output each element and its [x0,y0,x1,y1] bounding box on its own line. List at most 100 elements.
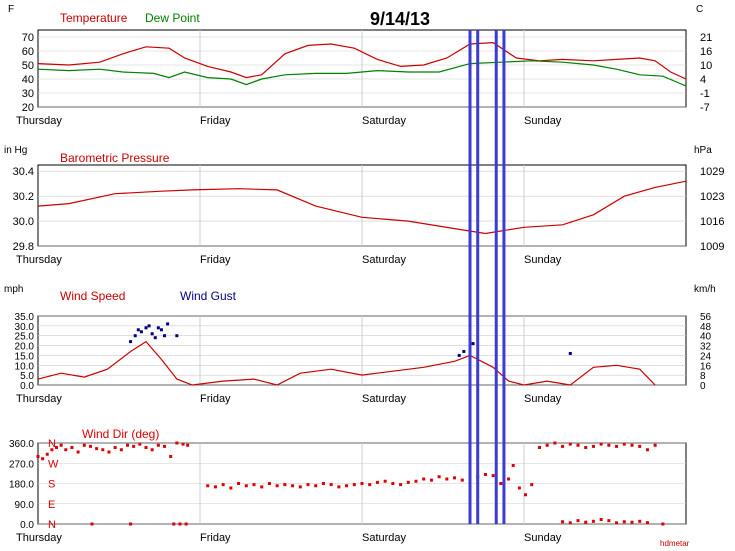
data-point [406,480,410,484]
data-point [252,483,256,487]
data-point [314,484,318,488]
chart-panel-1: 30.4 1029 30.2 1023 30.0 1016 29.8 1009 Thursday… [4,145,724,266]
left-unit-label: mph [4,284,23,295]
data-point [561,520,565,524]
y-tick-label: 360.0 [9,439,34,450]
data-point [517,486,521,490]
data-point [453,476,457,480]
y2-tick-label: -1 [700,88,710,100]
right-unit-label: C [696,4,703,15]
y-tick-label: 5.0 [20,371,34,382]
data-point [599,518,603,521]
data-point [150,332,154,336]
data-point [64,448,68,452]
chart-panel-0: 70 21 60 16 50 10 40 4 30 -1 20 -7 Thursday Friday Sat… [8,4,712,127]
data-point [156,443,160,447]
data-point [599,442,603,446]
x-tick-label: Sunday [524,393,562,405]
data-point [607,443,611,447]
y2-tick-label: 1029 [700,166,724,178]
data-point [136,328,140,332]
data-point [175,441,179,445]
data-point [267,482,271,485]
data-point [181,442,185,446]
data-point [119,448,123,452]
data-point [283,483,287,487]
x-tick-label: Friday [200,393,231,405]
data-point [391,482,395,485]
data-point [138,442,142,446]
data-point [561,444,565,448]
data-point [129,522,133,526]
data-point [159,328,163,332]
legend-entry: Wind Speed [60,289,125,303]
y-tick-label: 30.0 [13,216,34,228]
y-tick-label: 30.2 [13,191,34,203]
data-point [584,446,588,449]
data-point [591,444,595,448]
data-point [429,478,433,482]
data-point [133,334,137,338]
data-point [59,443,63,447]
data-point [76,450,80,454]
x-tick-label: Saturday [362,532,407,544]
y2-tick-label: 10 [700,60,712,72]
credit-text: hdmetar [660,539,690,548]
data-point [375,480,379,484]
compass-label: N [48,438,56,450]
x-tick-label: Sunday [524,254,562,266]
series-line-dew-point [37,60,687,87]
compass-label: S [48,479,55,491]
x-tick-label: Friday [200,115,231,127]
y-tick-label: 270.0 [9,459,34,470]
y-tick-label: 0.0 [20,381,34,392]
chart-title: 9/14/13 [370,9,430,29]
data-point [206,484,210,488]
data-point [184,522,188,526]
data-point [169,455,173,458]
data-point [298,485,302,489]
data-point [90,522,94,526]
data-point [144,446,148,449]
data-point [653,443,657,447]
data-point [306,483,310,487]
data-point [150,448,154,452]
data-point [213,485,217,489]
y2-tick-label: 21 [700,32,712,44]
legend-entry: Wind Gust [180,289,237,303]
series-line-temperature [37,41,687,80]
data-point [229,486,233,490]
y2-tick-label: 1016 [700,216,724,228]
data-point [607,519,611,523]
y-tick-label: 29.8 [13,241,34,253]
data-point [275,484,279,488]
y-tick-label: 60 [22,46,34,58]
y2-tick-label: 1023 [700,191,724,203]
data-point [82,443,86,447]
compass-label: N [48,519,56,531]
chart-panel-2: 35.0 56 30.0 48 25.0 40 20.0 32 15.0 24 10.0 16 5.0 8… [4,284,716,405]
data-point [166,322,170,326]
y-tick-label: 30.0 [15,322,35,333]
compass-label: W [48,458,59,470]
data-point [260,485,264,489]
data-point [101,448,105,452]
x-tick-label: Sunday [524,532,562,544]
data-point [139,330,143,334]
data-point [175,334,179,338]
data-point [568,521,572,525]
data-point [144,326,148,330]
data-point [568,351,572,355]
y-tick-label: 50 [22,60,34,72]
data-point [55,446,59,449]
data-point [524,493,528,497]
y-tick-label: 30.4 [13,166,34,178]
right-unit-label: km/h [694,284,716,295]
data-point [630,443,634,447]
y-tick-label: 10.0 [15,361,35,372]
data-point [576,519,580,523]
data-point [645,521,649,525]
legend-entry: Barometric Pressure [60,151,170,165]
y2-tick-label: 48 [700,322,712,333]
